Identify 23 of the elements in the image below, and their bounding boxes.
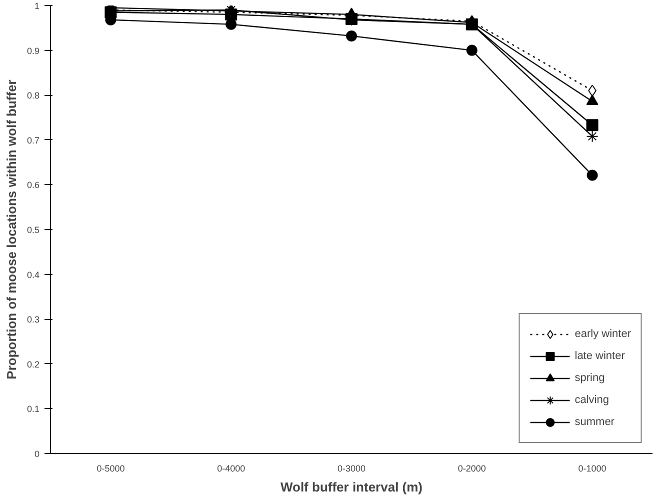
y-tick-label: 0.3 [26, 314, 40, 325]
y-tick-label: 0.7 [26, 135, 40, 146]
legend-label: early winter [574, 328, 631, 340]
y-tick-label: 0.1 [26, 404, 40, 414]
y-tick-label: 0.2 [26, 359, 40, 370]
y-tick-label: 0.4 [26, 270, 40, 280]
legend-label: calving [574, 394, 609, 406]
y-tick-label: 0 [34, 449, 40, 459]
y-tick-label: 1 [34, 1, 40, 11]
x-axis-title: Wolf buffer interval (m) [280, 480, 423, 494]
legend-label: spring [574, 372, 605, 384]
x-tick-label: 0-1000 [578, 464, 606, 474]
legend-label: summer [574, 416, 614, 428]
y-tick-label: 0.8 [26, 90, 40, 101]
x-tick-label: 0-2000 [458, 464, 486, 474]
x-tick-label: 0-4000 [217, 464, 246, 474]
y-tick-label: 0.5 [26, 225, 40, 235]
legend-label: late winter [574, 350, 625, 362]
x-tick-label: 0-3000 [337, 464, 366, 474]
x-tick-label: 0-5000 [96, 464, 125, 474]
y-tick-label: 0.6 [26, 180, 40, 190]
y-axis-title: Proportion of moose locations within wolf buffer [4, 80, 19, 380]
y-tick-label: 0.9 [26, 46, 40, 56]
